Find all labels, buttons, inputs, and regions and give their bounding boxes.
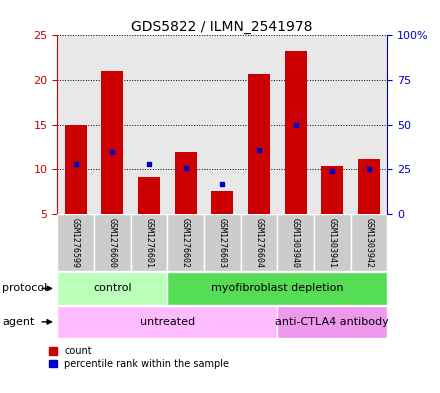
Text: agent: agent — [2, 317, 35, 327]
Bar — [138, 176, 160, 214]
Bar — [57, 214, 94, 271]
Text: GSM1303941: GSM1303941 — [328, 218, 337, 268]
Text: GSM1303940: GSM1303940 — [291, 218, 300, 268]
Bar — [94, 214, 131, 271]
Bar — [285, 51, 307, 214]
Text: GSM1276602: GSM1276602 — [181, 218, 190, 268]
Text: myofibroblast depletion: myofibroblast depletion — [211, 283, 344, 294]
Text: GSM1303942: GSM1303942 — [364, 218, 374, 268]
Bar — [204, 214, 241, 271]
Bar — [175, 152, 197, 214]
Bar — [211, 191, 233, 214]
Bar — [358, 159, 380, 214]
Text: GSM1276599: GSM1276599 — [71, 218, 80, 268]
Bar — [57, 306, 277, 338]
Bar — [248, 74, 270, 214]
Text: GSM1276600: GSM1276600 — [108, 218, 117, 268]
Text: GSM1276604: GSM1276604 — [254, 218, 264, 268]
Bar — [131, 214, 167, 271]
Legend: count, percentile rank within the sample: count, percentile rank within the sample — [49, 346, 229, 369]
Text: protocol: protocol — [2, 283, 48, 294]
Bar — [321, 166, 343, 214]
Bar — [241, 214, 277, 271]
Text: GSM1276601: GSM1276601 — [144, 218, 154, 268]
Text: control: control — [93, 283, 132, 294]
Bar — [167, 272, 387, 305]
Title: GDS5822 / ILMN_2541978: GDS5822 / ILMN_2541978 — [132, 20, 313, 34]
Bar — [57, 272, 167, 305]
Text: GSM1276603: GSM1276603 — [218, 218, 227, 268]
Bar — [314, 214, 351, 271]
Bar — [167, 214, 204, 271]
Bar — [277, 306, 387, 338]
Bar — [351, 214, 387, 271]
Text: untreated: untreated — [139, 317, 195, 327]
Bar — [277, 214, 314, 271]
Text: anti-CTLA4 antibody: anti-CTLA4 antibody — [275, 317, 389, 327]
Bar — [101, 71, 123, 214]
Bar — [65, 125, 87, 214]
